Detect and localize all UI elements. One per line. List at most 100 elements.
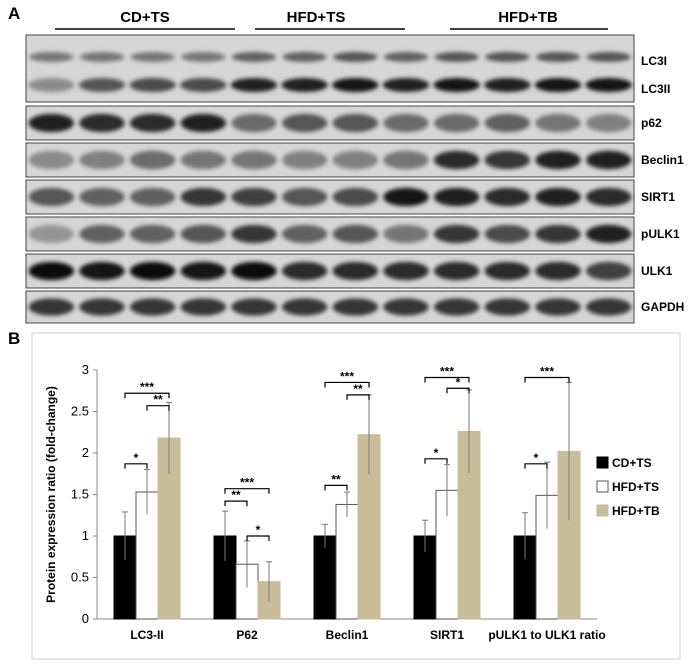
blot-band: [129, 298, 176, 316]
blot-band: [484, 113, 531, 133]
blot-label-beclin1: Beclin1: [641, 153, 684, 167]
significance-label: *: [134, 451, 139, 465]
blot-band: [231, 150, 277, 170]
significance-label: *: [256, 523, 261, 537]
blot-group-label: HFD+TB: [498, 9, 558, 26]
blot-band: [535, 261, 581, 281]
x-category-label: P62: [236, 628, 258, 642]
blot-strip-GAPDH: [25, 290, 635, 324]
blot-band: [180, 298, 227, 316]
blot-band: [332, 224, 379, 244]
significance-bracket: [246, 535, 270, 541]
blot-band: [484, 298, 531, 316]
blot-band: [281, 261, 328, 281]
blot-strip-p62: [25, 105, 635, 141]
blot-strip-LC3I: [25, 34, 635, 103]
blot-band: [535, 52, 581, 62]
legend-label: HFD+TB: [612, 504, 660, 518]
blot-band: [585, 187, 632, 207]
blot-band: [383, 187, 429, 207]
blot-band: [180, 261, 227, 281]
significance-bracket: [424, 376, 470, 383]
blot-band: [281, 78, 328, 92]
blot-band: [231, 52, 277, 62]
blot-band: [332, 261, 379, 281]
blot-band: [281, 113, 328, 133]
blot-band: [383, 224, 429, 244]
significance-label: ***: [540, 364, 554, 378]
significance-label: ***: [240, 476, 254, 490]
blot-band: [383, 298, 429, 316]
blot-strip-ULK1: [25, 253, 635, 289]
y-tick-label: 1.5: [71, 487, 89, 502]
bar-chart: 0 0.5 1 1.5 2 2.5 3 Protein expression ratio (f…: [44, 362, 660, 642]
blot-band: [281, 298, 328, 316]
blot-band: [129, 224, 176, 244]
blot-band: [332, 113, 379, 133]
blot-band: [29, 52, 74, 62]
x-category-label: SIRT1: [430, 628, 464, 642]
bar-hfd-ts: [335, 503, 359, 620]
blot-band: [585, 78, 632, 92]
blot-band: [535, 113, 581, 133]
blot-strip-SIRT1: [25, 179, 635, 215]
y-tick-label: 1: [82, 528, 89, 543]
blot-band: [79, 298, 125, 316]
x-category-label: LC3-II: [130, 628, 163, 642]
blot-band: [535, 298, 581, 316]
significance-label: **: [153, 393, 163, 407]
blot-band: [180, 187, 227, 207]
blot-band: [484, 187, 531, 207]
blot-band: [28, 298, 75, 316]
blot-band: [28, 187, 75, 207]
blot-band: [231, 298, 277, 316]
y-tick-label: 0: [82, 611, 89, 626]
blot-band: [382, 78, 430, 92]
significance-bracket: [324, 484, 348, 491]
panel-b-label: B: [8, 329, 21, 348]
blot-band: [180, 150, 227, 170]
blot-band: [230, 78, 278, 92]
blot-band: [585, 261, 632, 281]
blot-label-sirt1: SIRT1: [641, 190, 675, 204]
significance-label: ***: [440, 364, 454, 378]
blot-strip-Beclin1: [25, 142, 635, 178]
blot-label-lc3i: LC3I: [641, 54, 667, 68]
blot-band: [433, 224, 480, 244]
blot-band: [434, 52, 479, 62]
significance-label: ***: [140, 380, 154, 394]
blot-band: [534, 78, 582, 92]
blot-band: [129, 78, 176, 92]
blot-band: [535, 224, 581, 244]
blot-band: [332, 78, 379, 92]
blot-group-label: HFD+TS: [287, 9, 346, 26]
blot-band: [383, 150, 429, 170]
blot-band: [129, 150, 176, 170]
blot-band: [180, 78, 227, 92]
y-tick-label: 2: [82, 445, 89, 460]
legend-swatch: [596, 504, 609, 517]
blot-band: [535, 150, 581, 170]
blot-label-ulk1: ULK1: [641, 264, 673, 278]
significance-label: ***: [340, 369, 354, 383]
blot-band: [130, 52, 175, 62]
blot-band: [433, 261, 480, 281]
blot-band: [129, 113, 176, 133]
significance-bracket: [146, 405, 170, 411]
blot-band: [586, 52, 631, 62]
blot-band: [231, 224, 277, 244]
blot-band: [484, 224, 531, 244]
x-category-label: Beclin1: [326, 628, 369, 642]
significance-bracket: [346, 394, 370, 400]
blot-band: [433, 298, 480, 316]
bar-cd-ts: [313, 535, 337, 620]
blot-band: [484, 150, 531, 170]
western-blot: CD+TS HFD+TS HFD+TB LC3I LC3II p62 Beclin1 SIRT…: [25, 9, 684, 324]
y-axis-title: Protein expression ratio (fold-change): [44, 386, 58, 603]
blot-band: [585, 113, 632, 133]
blot-band: [79, 113, 125, 133]
blot-label-pulk1: pULK1: [641, 227, 680, 241]
blot-band: [585, 150, 632, 170]
significance-label: **: [331, 472, 341, 486]
